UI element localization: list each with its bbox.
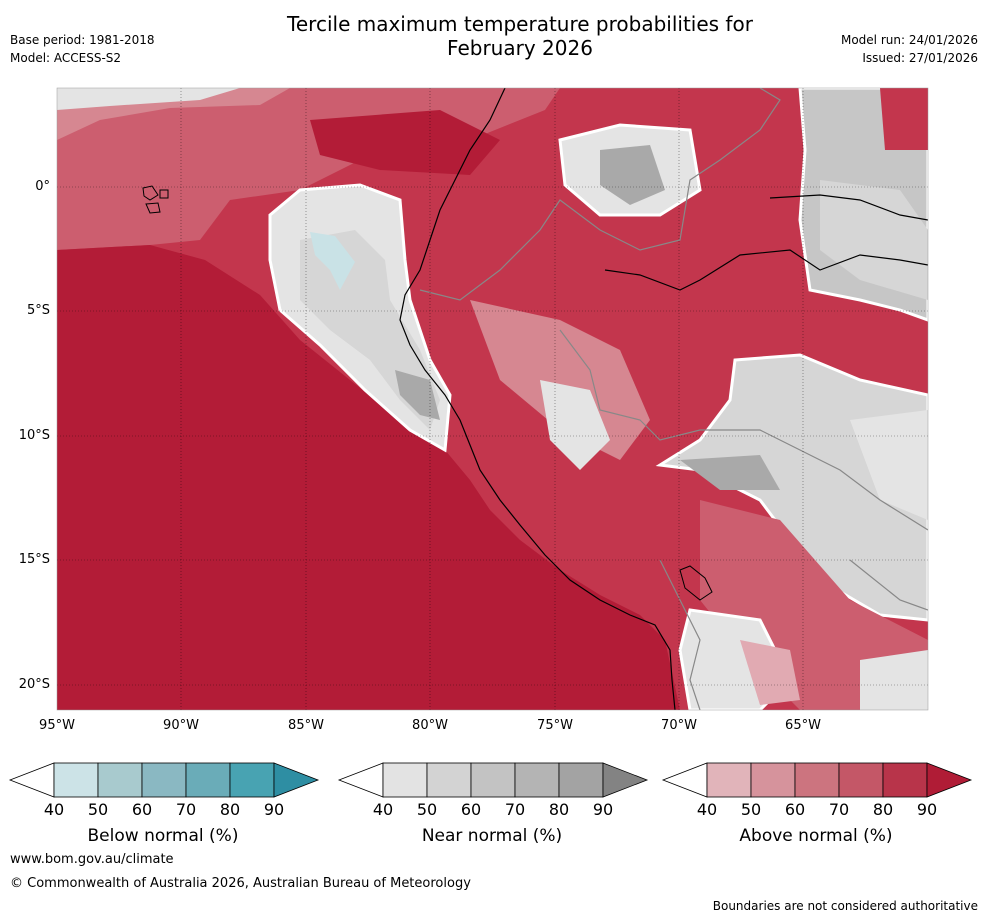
zone-near-light-east [850,410,928,520]
base-period-text: Base period: 1981-2018 [10,33,155,47]
zone-near-70-north-central [600,145,665,205]
colorbar-segment [794,762,840,798]
colorbar-segment [426,762,472,798]
colorbar-tick: 90 [592,800,614,819]
issued-text: Issued: 27/01/2026 [862,51,978,65]
colorbar-segment [141,762,187,798]
country-border-south [559,329,928,531]
galapagos-island [142,185,159,201]
galapagos-island [145,202,161,214]
model-text: Model: ACCESS-S2 [10,51,122,65]
copyright-text: © Commonwealth of Australia 2026, Austra… [10,876,471,891]
lon-tick: 90°W [163,718,199,733]
lon-tick: 70°W [661,718,697,733]
colorbar-segment [382,762,428,798]
zone-ocean-above-90 [57,245,680,710]
lon-tick: 85°W [288,718,324,733]
colorbar-segment [53,762,99,798]
colorbar-segment [558,762,604,798]
country-border-north [419,88,781,301]
lon-tick: 75°W [537,718,573,733]
colorbar-tick: 50 [740,800,762,819]
map-area [57,88,928,710]
model-run-text: Model run: 24/01/2026 [840,33,978,47]
colorbar-above-label: Above normal (%) [739,826,893,846]
colorbar-above-normal [661,762,973,798]
galapagos-island [159,189,169,199]
country-border-bolivia [659,559,701,710]
lake-titicaca [679,565,713,601]
colorbar-near-label: Near normal (%) [421,826,563,846]
coastline-north-east [769,194,928,221]
colorbar-extend-low [337,762,384,798]
zone-above-60-central [470,300,650,460]
colorbar-tick: 40 [696,800,718,819]
colorbar-tick: 40 [372,800,394,819]
colorbar-tick: 70 [175,800,197,819]
colorbar-tick: 60 [131,800,153,819]
colorbar-segment [229,762,275,798]
colorbar-tick: 50 [416,800,438,819]
colorbar-segment [97,762,143,798]
zone-above-80-ne [880,88,928,150]
colorbar-segment [882,762,928,798]
colorbar-segment [706,762,752,798]
zone-near-se-corner [860,650,928,710]
lon-tick: 80°W [412,718,448,733]
lat-tick: 20°S [18,677,50,692]
colorbar-tick: 40 [43,800,65,819]
colorbar-segment [514,762,560,798]
lat-tick: 0° [35,179,50,194]
colorbar-tick: 90 [916,800,938,819]
colorbar-tick: 80 [219,800,241,819]
colorbar-tick: 60 [460,800,482,819]
colorbar-tick: 60 [784,800,806,819]
lon-tick: 65°W [785,718,821,733]
page-title: Tercile maximum temperature probabilitie… [230,12,810,60]
colorbar-extend-high [602,762,649,798]
gridlines [57,88,928,710]
colorbar-extend-high [273,762,320,798]
country-border-paraguay [849,559,928,611]
colorbar-below-normal [8,762,320,798]
zone-near-70-offshore [395,370,440,420]
lat-tick: 10°S [18,428,50,443]
river-amazon [604,249,928,291]
colorbar-tick: 50 [87,800,109,819]
colorbar-below-label: Below normal (%) [87,826,239,846]
lat-tick: 15°S [18,552,50,567]
zone-near-central [540,380,610,470]
lon-tick: 95°W [39,718,75,733]
website-link[interactable]: www.bom.gov.au/climate [10,852,174,867]
title-line-2: February 2026 [447,36,593,60]
disclaimer-text: Boundaries are not considered authoritat… [712,899,978,913]
colorbar-segment [838,762,884,798]
zone-above-50-south [740,640,800,705]
colorbar-extend-low [661,762,708,798]
zone-near-50-east [820,180,928,300]
colorbar-segment [470,762,516,798]
lat-tick: 5°S [26,303,50,318]
colorbar-tick: 80 [872,800,894,819]
zone-near-70-southeast [680,455,780,490]
colorbar-extend-low [8,762,55,798]
colorbar-tick: 70 [504,800,526,819]
colorbar-segment [750,762,796,798]
colorbar-segment [185,762,231,798]
map-frame [56,87,929,711]
colorbar-tick: 80 [548,800,570,819]
colorbar-extend-high [926,762,973,798]
title-line-1: Tercile maximum temperature probabilitie… [287,12,753,36]
coastline [399,88,676,710]
colorbar-tick: 70 [828,800,850,819]
colorbars [8,762,973,798]
colorbar-near-normal [337,762,649,798]
zone-above-90-north [310,110,500,175]
zone-near-nw [57,88,240,110]
colorbar-tick: 90 [263,800,285,819]
zone-below-50-offshore [310,232,355,290]
